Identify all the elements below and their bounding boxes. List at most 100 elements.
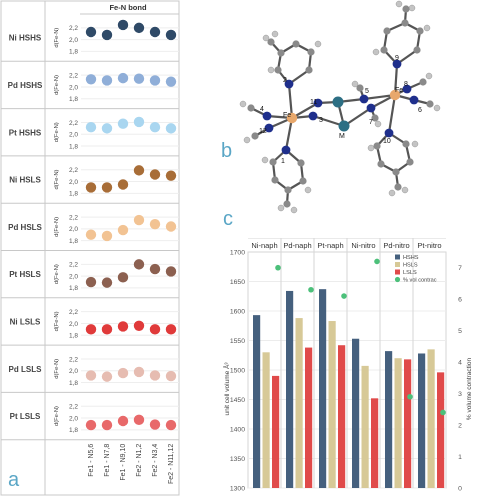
panel-ni-hsls: Ni HSLS d(Fe-N) 2,2 2,0 1,8 [1, 155, 179, 198]
atom-label: 5 [365, 88, 369, 95]
atom-label: 10 [383, 138, 391, 145]
bar-hsls [427, 349, 435, 488]
carbon-atom [274, 66, 282, 74]
category-header: Pd-nitro [383, 241, 409, 250]
bar-hshs [352, 338, 360, 488]
panel-pt-hshs: Pt HSHS d(Fe-N) 2,2 2,0 1,8 [1, 108, 179, 150]
data-point [133, 165, 145, 176]
legend-swatch [395, 254, 400, 260]
iron-atom [389, 89, 401, 101]
data-point [133, 22, 145, 34]
hydrogen-atom [374, 120, 382, 128]
y-tick-label: 1,8 [69, 191, 78, 198]
y-tick-label: 2,0 [69, 321, 78, 328]
data-point [149, 263, 161, 275]
axis-ticks: 1300 1350 1400 1450 1500 1550 1600 1650 1700 0 1 2 3… [230, 249, 462, 492]
data-point [133, 366, 145, 378]
molecule-atoms [239, 0, 441, 214]
atom-label: 4 [260, 106, 264, 113]
nitrogen-atom [262, 111, 272, 121]
y-axis-label: d(Fe-N) [54, 217, 60, 237]
bar-lsls [437, 372, 445, 488]
y-tick-label: 1650 [230, 279, 245, 286]
y-tick-label: 2,0 [69, 132, 78, 139]
data-point [85, 121, 97, 133]
hydrogen-atom [401, 186, 409, 194]
carbon-atom [292, 40, 300, 48]
unit-cell-volume-chart: Ni-naph Pd-naph Pt-naph Ni-nitro Pd-nitro Pt-… [222, 238, 473, 492]
y2-tick-label: 1 [458, 454, 462, 461]
carbon-atom [247, 104, 255, 112]
y-tick-label: 2,0 [69, 368, 78, 375]
y-axis-label: unit cell volume Å³ [222, 362, 231, 416]
data-point [117, 272, 129, 283]
data-point [101, 75, 113, 86]
nitrogen-atom [409, 95, 419, 105]
y2-tick-label: 7 [458, 265, 462, 272]
data-point [117, 224, 129, 236]
bar-hshs [253, 315, 261, 488]
x-tick-label: Fe2 - N11,12 [168, 444, 175, 484]
panel-pd-lsls: Pd LSLS d(Fe-N) 2,2 2,0 1,8 [1, 344, 179, 387]
bar-hshs [286, 290, 294, 488]
data-point [85, 229, 97, 240]
panel-pd-hsls: Pd HSLS d(Fe-N) 2,2 2,0 1,8 [1, 202, 179, 245]
bars [253, 289, 445, 488]
bond [363, 93, 396, 101]
data-point [85, 182, 97, 193]
atom-label: Fe [283, 112, 291, 119]
carbon-atom [419, 78, 427, 86]
atom-label: 6 [418, 107, 422, 114]
nitrogen-atom [313, 98, 323, 108]
atom-label: M [339, 133, 345, 140]
bar-hsls [328, 321, 336, 488]
bond [287, 83, 294, 119]
data-point [117, 367, 129, 379]
atom-label: Fe [395, 87, 403, 94]
y2-tick-label: 3 [458, 391, 462, 398]
data-point [165, 29, 177, 41]
data-point [165, 123, 177, 134]
panel-ni-lsls: Ni LSLS d(Fe-N) 2,2 2,0 1,8 [1, 297, 179, 340]
panel-pd-hshs: Pd HSHS d(Fe-N) 2,2 2,0 1,8 [1, 60, 179, 103]
carbon-atom [305, 66, 313, 74]
hydrogen-atom [261, 156, 269, 164]
hydrogen-atom [290, 206, 298, 214]
legend-label: HSLS [403, 263, 418, 269]
data-point [149, 370, 161, 381]
x-tick-label: Fe1 - N7,8 [104, 444, 111, 477]
nitrogen-atom [402, 84, 412, 94]
y-tick-label: 2,2 [69, 120, 78, 127]
carbon-atom [297, 159, 305, 167]
data-point [165, 370, 177, 382]
x-tick-label: Fe2 - N3,4 [152, 444, 159, 477]
bar-hsls [394, 358, 402, 488]
data-point [165, 266, 177, 277]
data-point [165, 221, 177, 232]
y-tick-label: 2,2 [69, 356, 78, 363]
panel-label: Pt HSLS [9, 270, 41, 279]
carbon-atom [402, 5, 410, 13]
data-point [85, 74, 97, 85]
panel-label: Pt HSHS [9, 128, 42, 137]
carbon-atom [426, 100, 434, 108]
scatter-panels: Ni HSHS d(Fe-N) 2,2 2,0 1,8 Pd HSHS d(Fe-N) 2,2… [1, 19, 179, 441]
y2-tick-label: 6 [458, 297, 462, 304]
panel-label: Ni HSLS [9, 176, 41, 185]
data-point [117, 118, 129, 129]
carbon-atom [383, 27, 391, 35]
legend-label: % vol contrac [403, 278, 437, 284]
y-tick-label: 1,8 [69, 427, 78, 434]
panel-label: Pd HSLS [8, 223, 42, 232]
carbon-atom [406, 158, 414, 166]
y-tick-label: 2,2 [69, 25, 78, 32]
y2-tick-label: 2 [458, 422, 462, 429]
carbon-atom [356, 84, 364, 92]
data-point [117, 19, 129, 31]
hydrogen-atom [408, 4, 416, 12]
carbon-atom [251, 132, 259, 140]
carbon-atom [416, 27, 424, 35]
carbon-atom [299, 177, 307, 185]
x-tick-label: Fe2 - N1,2 [136, 444, 143, 477]
